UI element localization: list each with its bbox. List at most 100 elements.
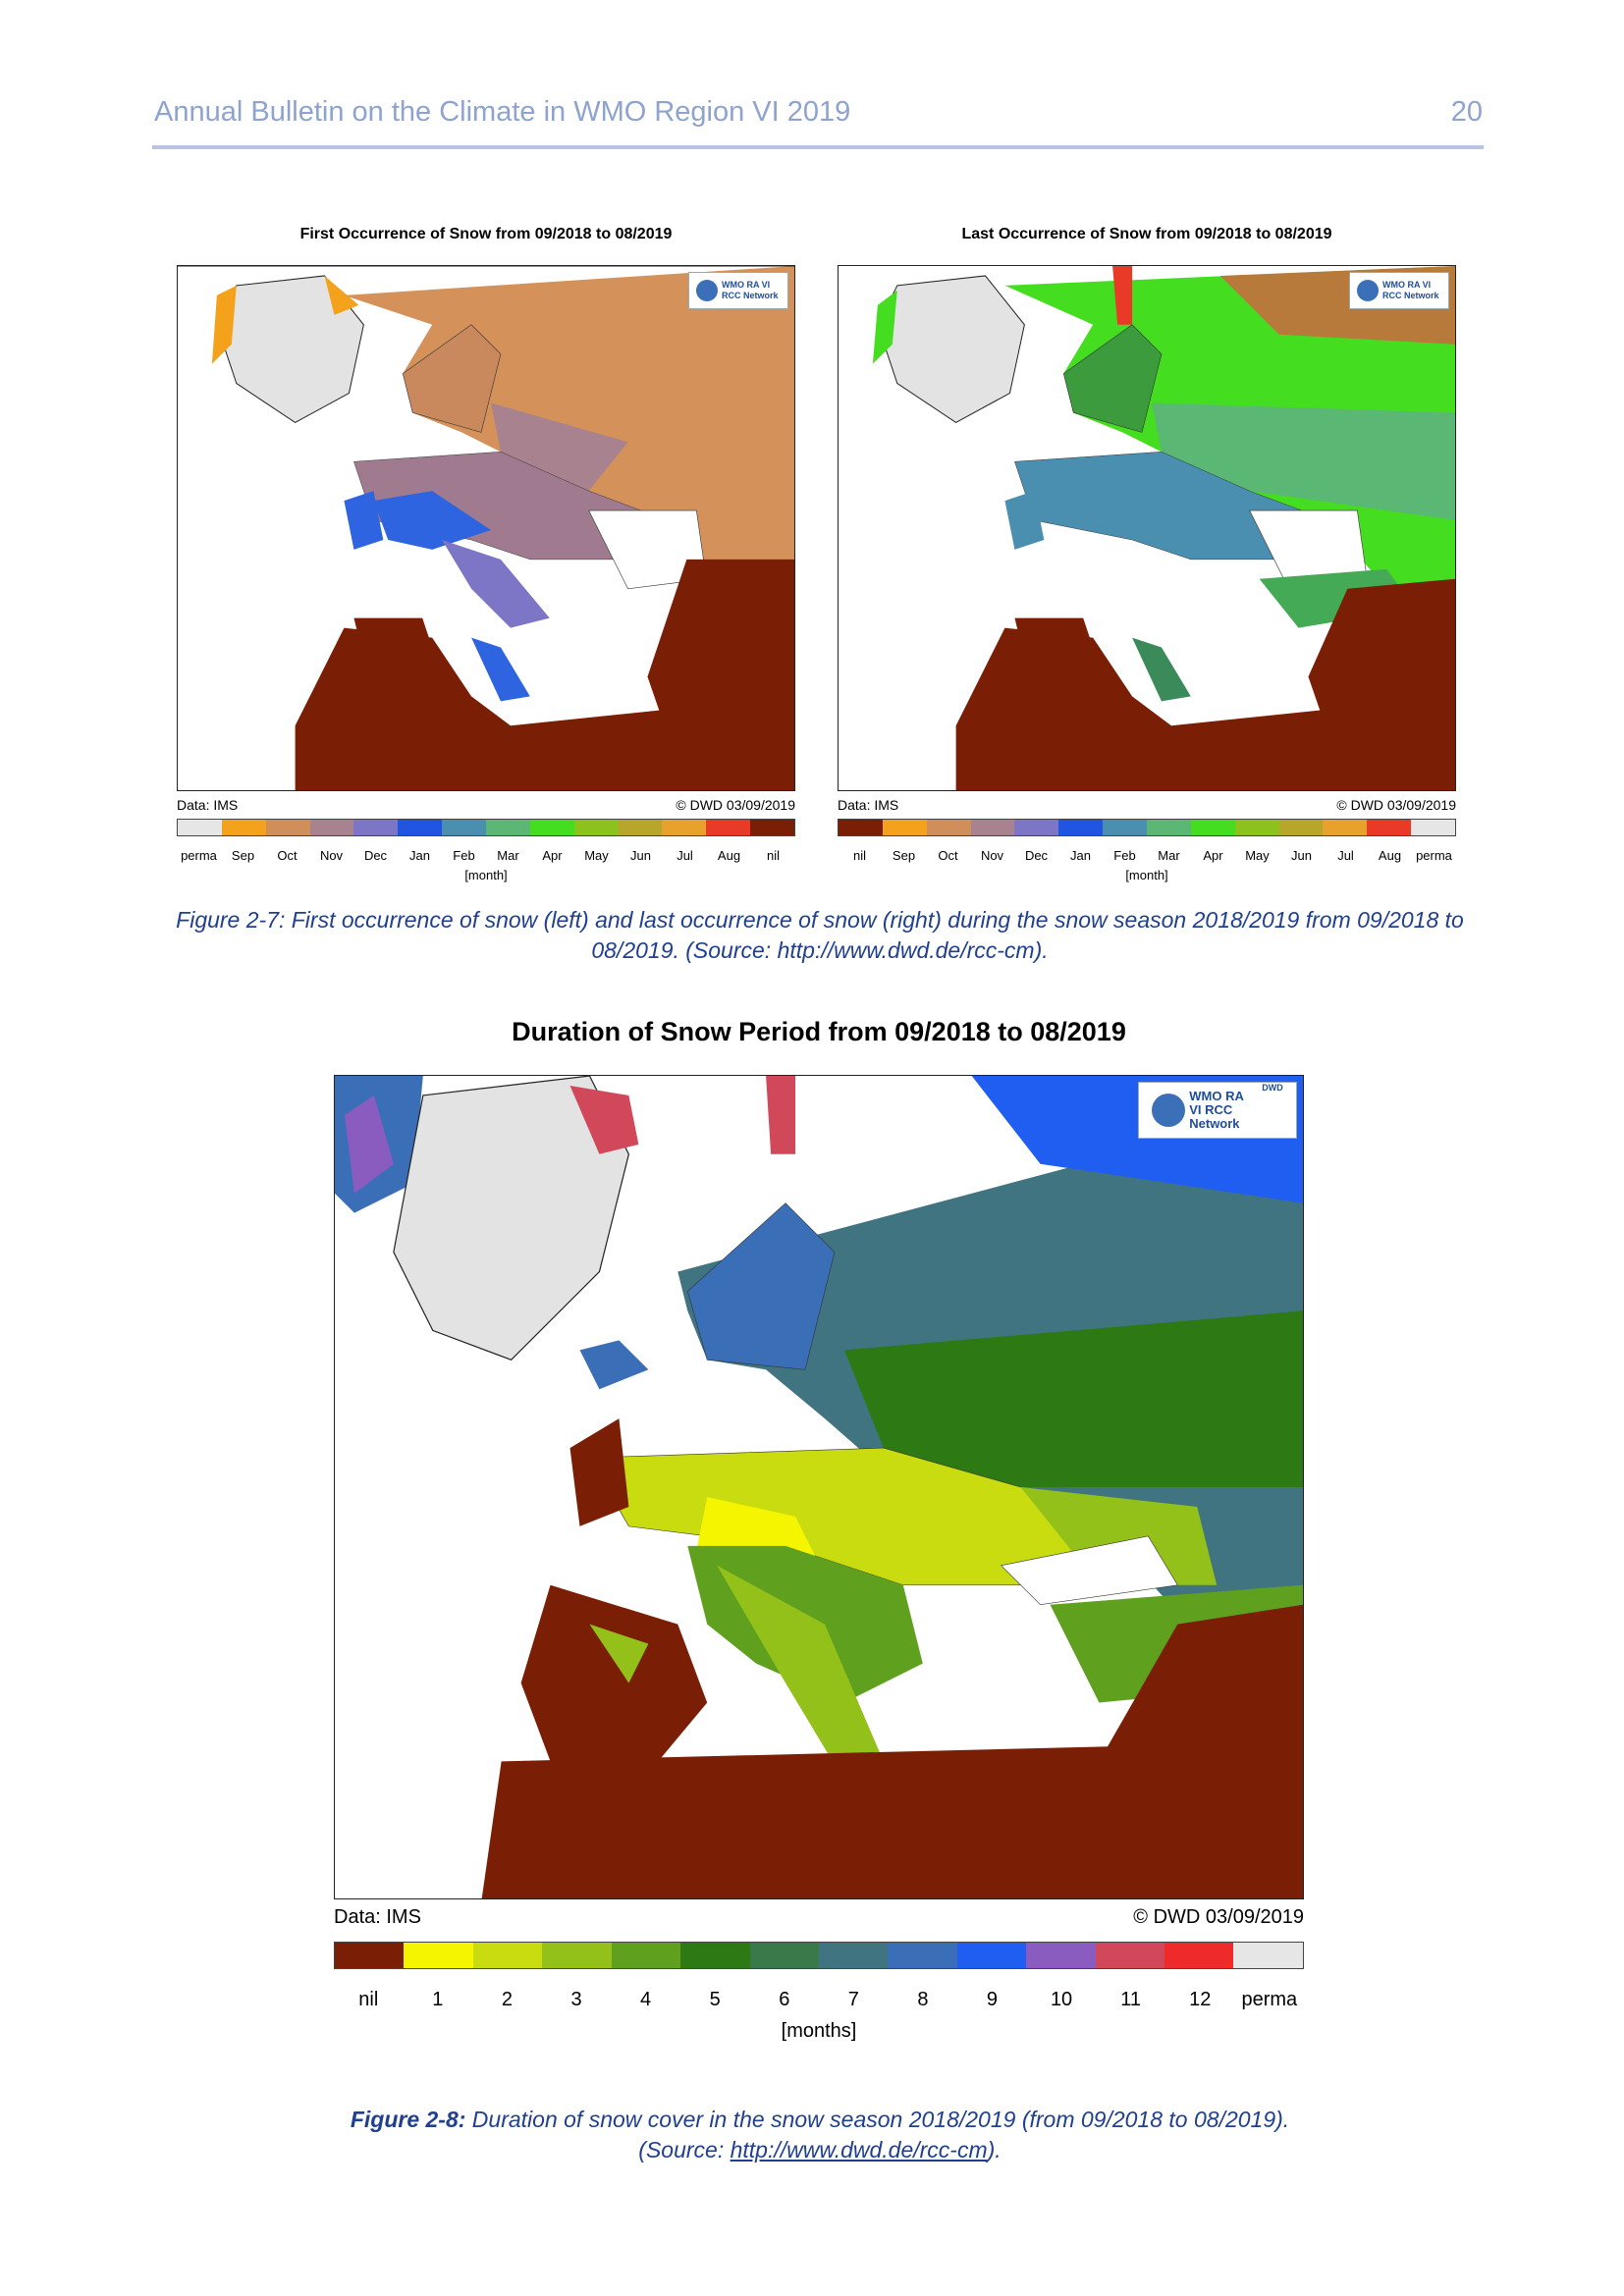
colorbar-label: 11 (1120, 1989, 1142, 2010)
colorbar-label: Apr (1203, 848, 1223, 863)
colorbar-swatch (309, 820, 354, 835)
fig8-caption-text: Duration of snow cover in the snow seaso… (465, 2107, 1290, 2132)
fig7-left-colorbar (177, 819, 795, 836)
colorbar-label: 10 (1050, 1989, 1073, 2010)
colorbar-label: 3 (570, 1989, 582, 2010)
colorbar-label: 7 (847, 1989, 859, 2010)
colorbar-label: Oct (277, 848, 298, 863)
fig7-right-data-label: Data: IMS (838, 797, 899, 813)
first-occurrence-map-image (178, 266, 794, 790)
fig8-title: Duration of Snow Period from 09/2018 to … (512, 1017, 1126, 1046)
fig7-left-unit: [month] (464, 868, 508, 882)
colorbar-label: Mar (1158, 848, 1180, 863)
colorbar-swatch (926, 820, 971, 835)
colorbar-swatch (335, 1943, 405, 1968)
wmo-logo-text: WMO RA VI RCC Network (722, 280, 779, 300)
colorbar-label: Jan (1070, 848, 1091, 863)
colorbar-label: Dec (1024, 848, 1049, 863)
wmo-logo: WMO RA VI RCC Network (688, 272, 788, 309)
dwd-logo-text: DWD (1262, 1083, 1283, 1093)
colorbar-label: Mar (497, 848, 519, 863)
colorbar-label: Dec (363, 848, 388, 863)
colorbar-label: 9 (986, 1989, 999, 2010)
colorbar-swatch (529, 820, 574, 835)
colorbar-swatch (1323, 820, 1368, 835)
colorbar-swatch (486, 820, 530, 835)
colorbar-swatch (618, 820, 663, 835)
fig7-right-colorbar (838, 819, 1456, 836)
page-number: 20 (1450, 96, 1483, 128)
colorbar-swatch (1278, 820, 1324, 835)
colorbar-swatch (1164, 1943, 1234, 1968)
colorbar-swatch (1026, 1943, 1096, 1968)
colorbar-swatch (956, 1943, 1027, 1968)
colorbar-label: Nov (980, 848, 1004, 863)
colorbar-label: Jun (630, 848, 651, 863)
fig8-data-label: Data: IMS (334, 1906, 421, 1928)
colorbar-label: nil (358, 1989, 379, 2010)
colorbar-label: Feb (1113, 848, 1136, 863)
fig7-left-credit: © DWD 03/09/2019 (676, 797, 795, 813)
fig8-colorbar (334, 1942, 1304, 1969)
colorbar-swatch (749, 1943, 819, 1968)
colorbar-label: 4 (640, 1989, 652, 2010)
colorbar-label: Jul (677, 848, 693, 863)
colorbar-swatch (178, 820, 222, 835)
header-rule (152, 145, 1484, 149)
fig8-caption-source-prefix: (Source: (638, 2137, 731, 2163)
fig7-right-map: WMO RA VI RCC Network (838, 265, 1456, 791)
colorbar-swatch (265, 820, 310, 835)
colorbar-swatch (1367, 820, 1412, 835)
colorbar-label: 8 (917, 1989, 929, 2010)
fig7-right-credit: © DWD 03/09/2019 (1336, 797, 1456, 813)
wmo-logo: WMO RA VI RCC Network (1349, 272, 1449, 309)
colorbar-label: Oct (938, 848, 958, 863)
fig8-colorbar-labels: nil 1 2 3 4 5 6 7 8 9 10 11 12 perma (334, 1989, 1304, 2011)
colorbar-label: nil (766, 848, 780, 863)
colorbar-swatch (888, 1943, 957, 1968)
colorbar-label: perma (1416, 848, 1452, 863)
fig7-left-colorbar-labels: perma Sep Oct Nov Dec Jan Feb Mar Apr May Jun Jul Au… (177, 848, 795, 863)
colorbar-label: May (1245, 848, 1270, 863)
wmo-globe-icon (1152, 1094, 1186, 1127)
colorbar-swatch (1233, 1943, 1303, 1968)
colorbar-swatch (353, 820, 399, 835)
last-occurrence-map-image (839, 266, 1455, 790)
colorbar-swatch (221, 820, 266, 835)
colorbar-swatch (970, 820, 1015, 835)
colorbar-swatch (1014, 820, 1059, 835)
fig7-right-unit: [month] (1125, 868, 1168, 882)
colorbar-label: Aug (1378, 848, 1402, 863)
running-header-title: Annual Bulletin on the Climate in WMO Re… (154, 96, 851, 128)
colorbar-swatch (818, 1943, 889, 1968)
colorbar-label: 12 (1189, 1989, 1212, 2010)
colorbar-swatch (398, 820, 443, 835)
colorbar-label: nil (852, 848, 866, 863)
fig8-caption: Figure 2-8: Duration of snow cover in th… (157, 2105, 1483, 2165)
wmo-globe-icon (696, 280, 718, 301)
colorbar-label: Apr (542, 848, 563, 863)
colorbar-label: Feb (453, 848, 475, 863)
colorbar-label: May (584, 848, 609, 863)
colorbar-swatch (442, 820, 487, 835)
snow-duration-map-image (335, 1076, 1303, 1898)
wmo-logo-text: WMO RA VI RCC Network (1382, 280, 1439, 300)
colorbar-swatch (680, 1943, 750, 1968)
fig7-right-colorbar-labels: nil Sep Oct Nov Dec Jan Feb Mar Apr May Jun Jul Aug p… (838, 848, 1456, 863)
colorbar-label: 5 (709, 1989, 721, 2010)
colorbar-swatch (1147, 820, 1191, 835)
colorbar-swatch (662, 820, 707, 835)
fig8-caption-link[interactable]: http://www.dwd.de/rcc-cm (730, 2137, 988, 2163)
colorbar-label: perma (1241, 1989, 1298, 2010)
colorbar-swatch (706, 820, 751, 835)
colorbar-label: Nov (319, 848, 344, 863)
colorbar-swatch (573, 820, 619, 835)
colorbar-swatch (882, 820, 927, 835)
colorbar-label: Jul (1337, 848, 1354, 863)
fig7-left-data-label: Data: IMS (177, 797, 239, 813)
colorbar-label: Sep (892, 848, 916, 863)
colorbar-swatch (404, 1943, 473, 1968)
colorbar-label: 2 (501, 1989, 513, 2010)
colorbar-swatch (750, 820, 795, 835)
fig8-credit: © DWD 03/09/2019 (1133, 1906, 1304, 1928)
